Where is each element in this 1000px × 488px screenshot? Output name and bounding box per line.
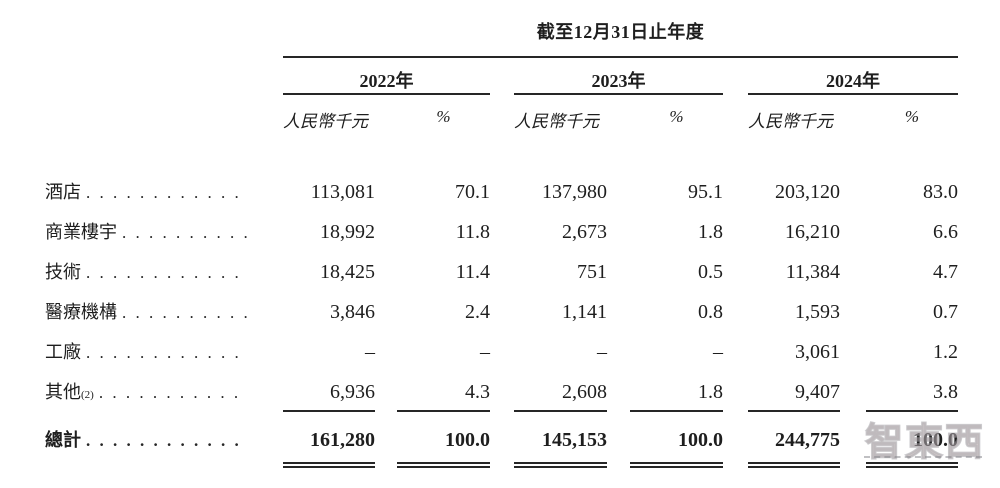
row-label-cell: 工廠	[45, 332, 283, 372]
row-label: 技術	[45, 262, 81, 282]
cell-2022-pct: 11.4	[455, 261, 490, 283]
amount-header-2024: 人民幣千元	[748, 112, 833, 131]
percent-header-2023: %	[669, 107, 684, 126]
dot-leader	[122, 293, 247, 333]
cell-2024-amount: 16,210	[785, 221, 840, 243]
row-label-cell: 商業樓宇	[45, 212, 283, 252]
table-row-others: 其他(2) 6,936 4.3 2,608 1.8 9,407 3.8	[45, 372, 958, 412]
cell-2022-pct: 70.1	[455, 181, 490, 203]
cell-2023-pct: 1.8	[698, 221, 723, 243]
row-label-cell: 其他 (2)	[45, 372, 283, 412]
total-2023-amount: 145,153	[514, 412, 607, 468]
total-2023-pct: 100.0	[630, 412, 723, 468]
row-label: 醫療機構	[45, 302, 117, 322]
cell-2023-pct: 1.8	[630, 372, 723, 412]
row-label-cell: 總計	[45, 412, 283, 468]
cell-2022-pct: 4.3	[397, 372, 490, 412]
cell-2024-amount: 1,593	[795, 301, 840, 323]
table-row-total: 總計 161,280 100.0 145,153 100.0 244,775 1…	[45, 412, 958, 468]
year-header-2022: 2022年	[359, 71, 414, 91]
cell-2024-pct: 83.0	[923, 181, 958, 203]
total-2024-amount: 244,775	[748, 412, 840, 468]
table-row-technology: 技術 18,425 11.4 751 0.5 11,384 4.7	[45, 252, 958, 292]
cell-2023-amount: 137,980	[542, 181, 607, 203]
percent-header-2022: %	[436, 107, 451, 126]
total-label: 總計	[45, 430, 81, 450]
cell-2024-amount: 11,384	[785, 261, 840, 283]
cell-2024-pct: 0.7	[933, 301, 958, 323]
cell-2024-pct: 4.7	[933, 261, 958, 283]
row-label: 其他	[45, 382, 81, 402]
cell-2022-amount: 113,081	[310, 181, 375, 203]
cell-2022-pct: 11.8	[455, 221, 490, 243]
cell-2023-amount: 2,608	[514, 372, 607, 412]
cell-2022-amount: 18,992	[320, 221, 375, 243]
year-header-2024: 2024年	[826, 71, 880, 91]
cell-2022-pct: 2.4	[465, 301, 490, 323]
row-label: 酒店	[45, 182, 81, 202]
dot-leader	[86, 333, 247, 373]
cell-2023-pct: 95.1	[688, 181, 723, 203]
row-label: 商業樓宇	[45, 222, 117, 242]
cell-2023-amount: 1,141	[562, 301, 607, 323]
table-body: 酒店 113,081 70.1 137,980 95.1 203,120 83.…	[45, 172, 958, 468]
year-rule-2022	[283, 93, 490, 95]
dot-leader	[86, 425, 247, 457]
cell-2023-amount: –	[597, 341, 607, 363]
cell-2022-amount: 18,425	[320, 261, 375, 283]
table-row-commercial-buildings: 商業樓宇 18,992 11.8 2,673 1.8 16,210 6.6	[45, 212, 958, 252]
year-rule-2024	[748, 93, 958, 95]
cell-2023-amount: 751	[577, 261, 607, 283]
row-label-cell: 技術	[45, 252, 283, 292]
cell-2022-amount: –	[365, 341, 375, 363]
total-2022-pct: 100.0	[397, 412, 490, 468]
table-row-medical-institutions: 醫療機構 3,846 2.4 1,141 0.8 1,593 0.7	[45, 292, 958, 332]
percent-header-2024: %	[904, 107, 920, 126]
cell-2022-amount: 3,846	[330, 301, 375, 323]
dot-leader	[86, 173, 247, 213]
year-rule-2023	[514, 93, 723, 95]
dot-leader	[122, 213, 247, 253]
year-header-2023: 2023年	[591, 71, 646, 91]
cell-2023-pct: –	[713, 341, 723, 363]
table-row-hotel: 酒店 113,081 70.1 137,980 95.1 203,120 83.…	[45, 172, 958, 212]
dot-leader	[99, 373, 247, 413]
cell-2024-pct: 3.8	[866, 372, 958, 412]
period-title: 截至12月31日止年度	[536, 22, 705, 42]
cell-2023-pct: 0.5	[698, 261, 723, 283]
cell-2024-pct: 6.6	[933, 221, 958, 243]
amount-header-2022: 人民幣千元	[283, 112, 368, 131]
table-row-factory: 工廠 – – – – 3,061 1.2	[45, 332, 958, 372]
cell-2024-amount: 9,407	[748, 372, 840, 412]
total-2022-amount: 161,280	[283, 412, 375, 468]
cell-2022-amount: 6,936	[283, 372, 375, 412]
dot-leader	[86, 253, 247, 293]
cell-2022-pct: –	[480, 341, 490, 363]
row-label-cell: 酒店	[45, 172, 283, 212]
cell-2024-pct: 1.2	[933, 341, 958, 363]
cell-2023-pct: 0.8	[698, 301, 723, 323]
row-label-cell: 醫療機構	[45, 292, 283, 332]
amount-header-2023: 人民幣千元	[514, 112, 599, 131]
cell-2023-amount: 2,673	[562, 221, 607, 243]
cell-2024-amount: 3,061	[795, 341, 840, 363]
row-label: 工廠	[45, 342, 81, 362]
header-top-rule	[283, 56, 958, 58]
cell-2024-amount: 203,120	[775, 181, 840, 203]
total-2024-pct: 100.0	[866, 412, 958, 468]
